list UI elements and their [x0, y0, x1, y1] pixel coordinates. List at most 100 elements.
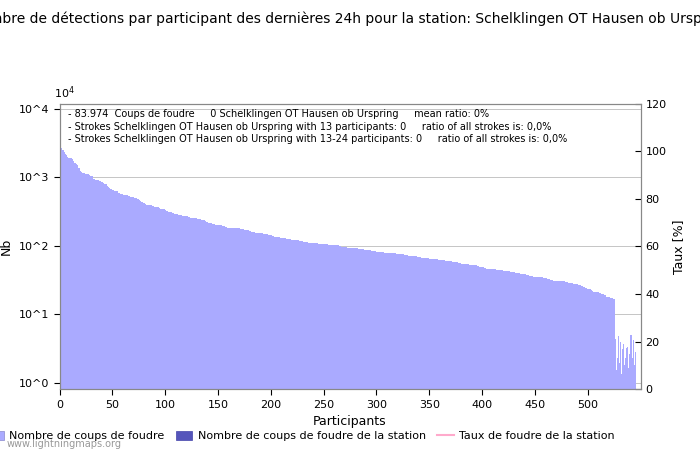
- Bar: [475, 266, 476, 450]
- Bar: [85, 174, 86, 450]
- Bar: [61, 148, 62, 450]
- Bar: [77, 165, 78, 450]
- Bar: [245, 230, 246, 450]
- Bar: [114, 190, 115, 450]
- Bar: [276, 237, 278, 450]
- Bar: [120, 194, 121, 450]
- Bar: [413, 256, 414, 450]
- Bar: [166, 211, 167, 450]
- Bar: [455, 262, 456, 450]
- Bar: [248, 230, 249, 450]
- Bar: [351, 248, 353, 450]
- Bar: [135, 198, 136, 450]
- Bar: [562, 281, 563, 450]
- Bar: [288, 239, 289, 450]
- Bar: [268, 235, 270, 450]
- Bar: [459, 263, 461, 450]
- Bar: [216, 225, 218, 450]
- Bar: [442, 260, 444, 450]
- Bar: [167, 211, 168, 450]
- Text: $10^4$: $10^4$: [54, 84, 74, 101]
- Bar: [606, 297, 607, 450]
- Bar: [76, 164, 77, 450]
- Bar: [486, 269, 488, 450]
- Bar: [505, 271, 506, 450]
- Bar: [244, 230, 245, 450]
- Bar: [198, 219, 200, 450]
- Bar: [174, 214, 175, 450]
- Bar: [453, 262, 454, 450]
- Bar: [309, 243, 310, 450]
- Bar: [511, 272, 512, 450]
- Bar: [110, 189, 111, 450]
- Bar: [549, 279, 550, 450]
- Bar: [73, 161, 74, 450]
- Bar: [472, 265, 473, 450]
- Bar: [524, 274, 525, 450]
- Bar: [556, 281, 558, 450]
- Bar: [592, 291, 594, 450]
- Bar: [223, 226, 224, 450]
- Bar: [394, 253, 395, 450]
- Bar: [84, 173, 85, 450]
- Bar: [382, 252, 384, 450]
- Bar: [448, 261, 449, 450]
- Bar: [626, 348, 627, 450]
- Bar: [580, 285, 581, 450]
- Bar: [493, 270, 494, 450]
- Bar: [434, 259, 435, 450]
- Bar: [176, 214, 177, 450]
- Bar: [386, 253, 388, 450]
- X-axis label: Participants: Participants: [313, 415, 387, 428]
- Bar: [563, 281, 564, 450]
- Bar: [395, 253, 396, 450]
- Bar: [390, 253, 391, 450]
- Bar: [457, 262, 458, 450]
- Bar: [262, 233, 263, 450]
- Bar: [283, 238, 284, 450]
- Bar: [603, 294, 604, 450]
- Bar: [302, 241, 303, 450]
- Bar: [280, 238, 281, 450]
- Bar: [98, 180, 99, 450]
- Bar: [430, 259, 432, 450]
- Bar: [102, 182, 104, 450]
- Bar: [63, 150, 64, 450]
- Bar: [200, 220, 202, 450]
- Bar: [403, 254, 405, 450]
- Bar: [420, 257, 421, 450]
- Bar: [86, 174, 88, 450]
- Bar: [620, 342, 621, 450]
- Bar: [547, 279, 548, 450]
- Text: - Strokes Schelklingen OT Hausen ob Urspring with 13 participants: 0     ratio o: - Strokes Schelklingen OT Hausen ob Ursp…: [68, 122, 552, 132]
- Bar: [393, 253, 394, 450]
- Bar: [297, 240, 298, 450]
- Bar: [60, 137, 61, 450]
- Bar: [247, 230, 248, 450]
- Bar: [533, 277, 534, 450]
- Bar: [251, 232, 252, 450]
- Bar: [307, 242, 308, 450]
- Bar: [66, 155, 67, 450]
- Bar: [560, 281, 561, 450]
- Bar: [122, 194, 123, 450]
- Bar: [241, 229, 243, 450]
- Bar: [469, 265, 470, 450]
- Bar: [594, 292, 596, 450]
- Bar: [551, 280, 552, 450]
- Bar: [270, 235, 272, 450]
- Bar: [546, 278, 547, 450]
- Bar: [571, 283, 573, 450]
- Bar: [474, 265, 475, 450]
- Bar: [83, 173, 84, 450]
- Bar: [233, 228, 235, 450]
- Bar: [590, 289, 592, 450]
- Bar: [368, 250, 370, 450]
- Bar: [491, 269, 492, 450]
- Bar: [440, 260, 442, 450]
- Bar: [504, 270, 505, 450]
- Bar: [417, 256, 418, 450]
- Bar: [173, 213, 174, 450]
- Bar: [522, 274, 523, 450]
- Bar: [310, 243, 312, 450]
